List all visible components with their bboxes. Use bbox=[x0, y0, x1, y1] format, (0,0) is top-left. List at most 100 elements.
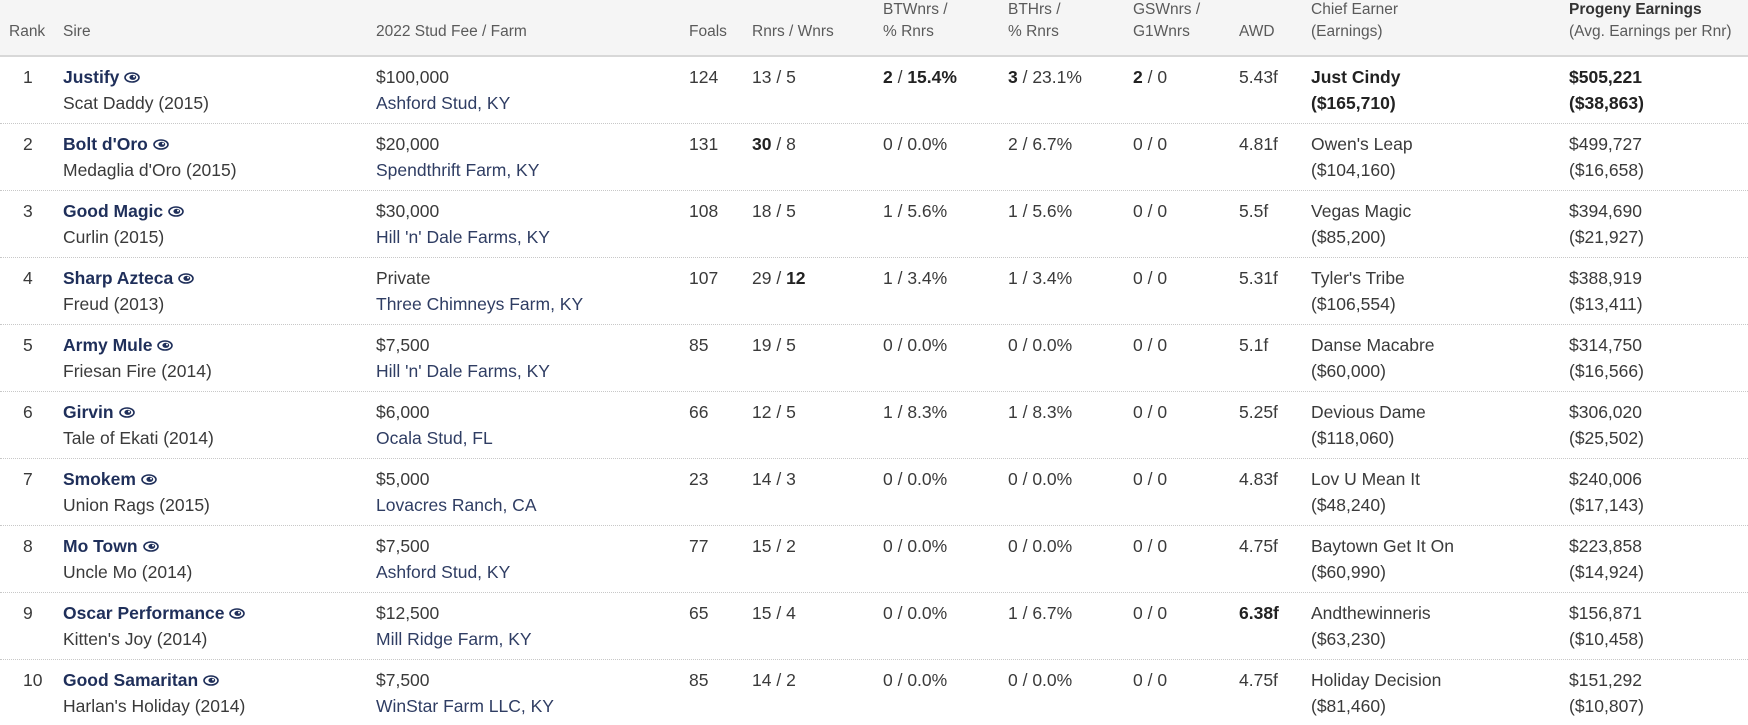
eye-icon[interactable] bbox=[203, 674, 219, 686]
btwnrs-cell: 0 / 0.0% bbox=[883, 134, 948, 154]
eye-icon[interactable] bbox=[153, 138, 169, 150]
sire-name-link[interactable]: Good Magic bbox=[63, 201, 164, 221]
chief-earner-name: Owen's Leap bbox=[1311, 134, 1413, 154]
header-chief-earner[interactable]: Chief Earner (Earnings) bbox=[1311, 0, 1398, 43]
chief-earner-cell: Holiday Decision ($81,460) bbox=[1311, 667, 1441, 719]
farm-link[interactable]: Spendthrift Farm, KY bbox=[376, 160, 540, 180]
sire-name-link[interactable]: Good Samaritan bbox=[63, 670, 199, 690]
progeny-avg-earnings: ($17,143) bbox=[1569, 495, 1644, 515]
header-rank[interactable]: Rank bbox=[9, 23, 46, 40]
eye-icon[interactable] bbox=[168, 205, 184, 217]
farm-link[interactable]: Three Chimneys Farm, KY bbox=[376, 294, 584, 314]
foals-cell: 66 bbox=[689, 402, 709, 422]
sire-name-link[interactable]: Girvin bbox=[63, 402, 114, 422]
wnrs-value: 5 bbox=[786, 335, 796, 355]
btwnrs-pct: 5.6% bbox=[907, 201, 948, 221]
eye-icon[interactable] bbox=[178, 272, 195, 284]
eye-icon[interactable] bbox=[229, 607, 246, 619]
stud-fee: $20,000 bbox=[376, 134, 440, 154]
btwnrs-value: 1 bbox=[883, 268, 893, 288]
header-awd[interactable]: AWD bbox=[1239, 23, 1275, 40]
header-sire[interactable]: Sire bbox=[63, 23, 91, 40]
sire-name-link[interactable]: Smokem bbox=[63, 469, 136, 489]
bthrs-pct: 23.1% bbox=[1032, 67, 1082, 87]
btwnrs-cell: 0 / 0.0% bbox=[883, 603, 948, 623]
progeny-earnings-cell: $240,006 ($17,143) bbox=[1569, 466, 1644, 518]
awd-cell: 5.31f bbox=[1239, 268, 1278, 288]
rnrs-wnrs-cell: 15 / 2 bbox=[752, 536, 796, 556]
header-fee[interactable]: 2022 Stud Fee / Farm bbox=[376, 23, 527, 40]
header-bthrs[interactable]: BTHrs / % Rnrs bbox=[1008, 0, 1061, 43]
eye-icon[interactable] bbox=[142, 540, 159, 552]
bthrs-pct: 0.0% bbox=[1032, 670, 1073, 690]
fee-cell: Private Three Chimneys Farm, KY bbox=[376, 265, 583, 317]
rnrs-value: 14 bbox=[752, 670, 772, 690]
rnrs-wnrs-cell: 15 / 4 bbox=[752, 603, 796, 623]
awd-cell: 5.1f bbox=[1239, 335, 1269, 355]
eye-icon[interactable] bbox=[118, 406, 135, 418]
stud-fee: $30,000 bbox=[376, 201, 440, 221]
header-btwnrs[interactable]: BTWnrs / % Rnrs bbox=[883, 0, 948, 43]
sire-name-link[interactable]: Sharp Azteca bbox=[63, 268, 174, 288]
btwnrs-cell: 1 / 3.4% bbox=[883, 268, 948, 288]
farm-link[interactable]: Mill Ridge Farm, KY bbox=[376, 629, 532, 649]
bthrs-value: 1 bbox=[1008, 268, 1018, 288]
sire-parent: Curlin (2015) bbox=[63, 227, 165, 247]
g1wnrs-value: 0 bbox=[1157, 670, 1168, 690]
fee-cell: $100,000 Ashford Stud, KY bbox=[376, 64, 510, 116]
sire-name-link[interactable]: Army Mule bbox=[63, 335, 153, 355]
btwnrs-cell: 1 / 5.6% bbox=[883, 201, 948, 221]
header-progeny-earnings[interactable]: Progeny Earnings (Avg. Earnings per Rnr) bbox=[1569, 0, 1732, 43]
stud-fee: $7,500 bbox=[376, 670, 430, 690]
gswnrs-cell: 0 / 0 bbox=[1133, 469, 1168, 489]
chief-earner-name: Devious Dame bbox=[1311, 402, 1426, 422]
sire-cell: Justify Scat Daddy (2015) bbox=[63, 64, 209, 116]
chief-earner-name: Danse Macabre bbox=[1311, 335, 1435, 355]
btwnrs-value: 0 bbox=[883, 469, 893, 489]
header-gswnrs[interactable]: GSWnrs / G1Wnrs bbox=[1133, 0, 1200, 43]
gswnrs-cell: 0 / 0 bbox=[1133, 603, 1168, 623]
progeny-earnings: $156,871 bbox=[1569, 603, 1642, 623]
header-progeny-line1: Progeny Earnings bbox=[1569, 1, 1702, 18]
progeny-earnings: $499,727 bbox=[1569, 134, 1642, 154]
chief-earner-earnings: ($104,160) bbox=[1311, 160, 1396, 180]
sire-name-link[interactable]: Justify bbox=[63, 67, 120, 87]
farm-link[interactable]: Ashford Stud, KY bbox=[376, 93, 511, 113]
wnrs-value: 5 bbox=[786, 201, 796, 221]
btwnrs-value: 1 bbox=[883, 201, 893, 221]
sire-name-link[interactable]: Mo Town bbox=[63, 536, 138, 556]
fee-cell: $6,000 Ocala Stud, FL bbox=[376, 399, 493, 451]
sire-cell: Bolt d'Oro Medaglia d'Oro (2015) bbox=[63, 131, 237, 183]
table-row: 3 Good Magic Curlin (2015) $30,000 Hill … bbox=[0, 191, 1748, 258]
header-rnrs[interactable]: Rnrs / Wnrs bbox=[752, 23, 834, 40]
eye-icon[interactable] bbox=[141, 473, 157, 485]
bthrs-value: 0 bbox=[1008, 536, 1018, 556]
sire-name-link[interactable]: Bolt d'Oro bbox=[63, 134, 148, 154]
eye-icon[interactable] bbox=[124, 71, 141, 83]
header-foals[interactable]: Foals bbox=[689, 23, 727, 40]
progeny-earnings: $223,858 bbox=[1569, 536, 1642, 556]
gswnrs-cell: 0 / 0 bbox=[1133, 335, 1168, 355]
eye-icon[interactable] bbox=[157, 339, 174, 351]
progeny-earnings: $314,750 bbox=[1569, 335, 1642, 355]
farm-link[interactable]: WinStar Farm LLC, KY bbox=[376, 696, 554, 716]
sire-parent: Scat Daddy (2015) bbox=[63, 93, 209, 113]
rank-cell: 5 bbox=[23, 335, 33, 355]
farm-link[interactable]: Hill 'n' Dale Farms, KY bbox=[376, 227, 550, 247]
wnrs-value: 5 bbox=[786, 402, 796, 422]
btwnrs-pct: 15.4% bbox=[907, 67, 957, 87]
table-row: 7 Smokem Union Rags (2015) $5,000 Lovacr… bbox=[0, 459, 1748, 526]
progeny-avg-earnings: ($16,658) bbox=[1569, 160, 1644, 180]
farm-link[interactable]: Lovacres Ranch, CA bbox=[376, 495, 537, 515]
farm-link[interactable]: Hill 'n' Dale Farms, KY bbox=[376, 361, 550, 381]
progeny-avg-earnings: ($38,863) bbox=[1569, 93, 1644, 113]
sire-cell: Girvin Tale of Ekati (2014) bbox=[63, 399, 214, 451]
sire-name-link[interactable]: Oscar Performance bbox=[63, 603, 225, 623]
chief-earner-earnings: ($85,200) bbox=[1311, 227, 1386, 247]
farm-link[interactable]: Ocala Stud, FL bbox=[376, 428, 493, 448]
awd-cell: 4.75f bbox=[1239, 670, 1278, 690]
sire-parent: Freud (2013) bbox=[63, 294, 165, 314]
progeny-earnings: $505,221 bbox=[1569, 67, 1642, 87]
farm-link[interactable]: Ashford Stud, KY bbox=[376, 562, 511, 582]
